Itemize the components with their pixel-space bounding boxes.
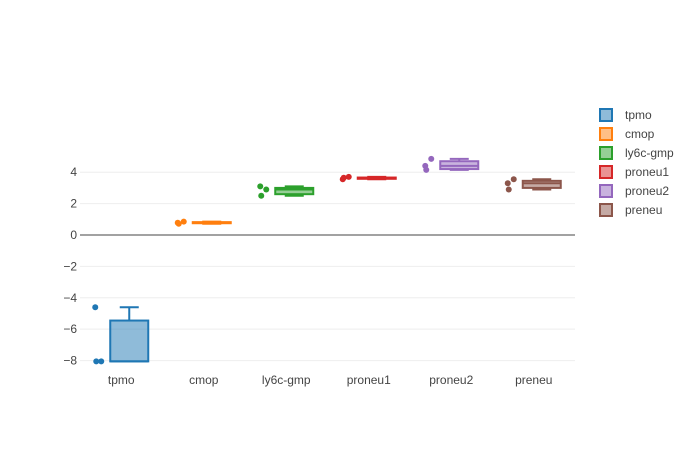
y-tick-label: −6 (63, 322, 77, 336)
data-point (345, 173, 352, 180)
data-point (175, 220, 182, 227)
data-point (510, 176, 517, 183)
box-trace-proneu1[interactable] (339, 173, 397, 183)
box (109, 319, 150, 363)
legend-label: tpmo (625, 108, 652, 122)
grid-layer (80, 171, 575, 362)
y-axis-tick-labels: −8 −6 −4 −2 0 2 4 (63, 165, 77, 367)
data-point (504, 180, 511, 187)
data-point (92, 304, 99, 311)
legend-item-preneu[interactable]: preneu (599, 203, 662, 217)
y-tick-label: −8 (63, 354, 77, 368)
x-tick-label: proneu2 (429, 373, 473, 387)
box-traces (92, 155, 562, 365)
legend[interactable]: tpmo cmop ly6c-gmp proneu1 proneu2 preneu (599, 108, 674, 217)
legend-swatch (599, 127, 613, 141)
y-tick-label: −4 (63, 291, 77, 305)
legend-label: proneu2 (625, 184, 669, 198)
data-point (258, 192, 265, 199)
box-trace-ly6c-gmp[interactable] (257, 183, 315, 199)
data-point (93, 358, 100, 365)
x-axis-tick-labels: tpmo cmop ly6c-gmp proneu1 proneu2 preneu (108, 373, 553, 387)
legend-item-ly6c-gmp[interactable]: ly6c-gmp (599, 146, 674, 160)
box-trace-proneu2[interactable] (422, 155, 480, 173)
legend-item-proneu1[interactable]: proneu1 (599, 165, 669, 179)
box-trace-tpmo[interactable] (92, 304, 150, 365)
data-point (428, 155, 435, 162)
data-point (263, 186, 270, 193)
x-tick-label: cmop (189, 373, 219, 387)
y-tick-label: −2 (63, 259, 77, 273)
data-point (257, 183, 264, 190)
x-tick-label: tpmo (108, 373, 135, 387)
legend-swatch (599, 165, 613, 179)
legend-item-cmop[interactable]: cmop (599, 127, 655, 141)
legend-label: preneu (625, 203, 662, 217)
data-point (98, 358, 105, 365)
data-point (340, 174, 347, 181)
legend-item-tpmo[interactable]: tpmo (599, 108, 652, 122)
legend-label: cmop (625, 127, 655, 141)
legend-swatch (599, 108, 613, 122)
y-tick-label: 2 (70, 197, 77, 211)
x-tick-label: ly6c-gmp (262, 373, 311, 387)
legend-swatch (599, 203, 613, 217)
box (521, 179, 562, 189)
data-point (505, 186, 512, 193)
data-point (180, 218, 187, 225)
x-tick-label: proneu1 (347, 373, 391, 387)
legend-swatch (599, 184, 613, 198)
legend-swatch (599, 146, 613, 160)
y-tick-label: 0 (70, 228, 77, 242)
legend-item-proneu2[interactable]: proneu2 (599, 184, 669, 198)
data-point (423, 166, 430, 173)
x-tick-label: preneu (515, 373, 552, 387)
box (274, 186, 315, 196)
box-trace-cmop[interactable] (174, 218, 232, 227)
y-tick-label: 4 (70, 165, 77, 179)
legend-label: ly6c-gmp (625, 146, 674, 160)
box-trace-preneu[interactable] (504, 176, 562, 193)
legend-label: proneu1 (625, 165, 669, 179)
